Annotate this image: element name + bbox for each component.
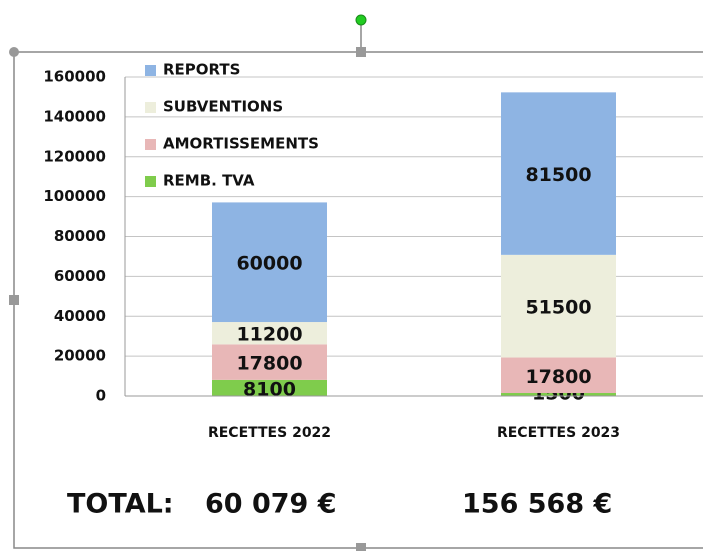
legend-swatch bbox=[145, 176, 156, 187]
y-tick-label: 60000 bbox=[54, 267, 106, 285]
y-tick-label: 80000 bbox=[54, 227, 106, 245]
resize-handle[interactable] bbox=[9, 47, 19, 57]
bar-segment bbox=[212, 379, 327, 396]
data-label: 11200 bbox=[236, 324, 302, 346]
data-label: 8100 bbox=[243, 378, 296, 400]
legend-label: AMORTISSEMENTS bbox=[163, 135, 319, 153]
bar-segment bbox=[501, 357, 616, 394]
total-value: 156 568 € bbox=[462, 489, 612, 520]
resize-handle[interactable] bbox=[356, 47, 366, 57]
rotate-handle[interactable] bbox=[355, 14, 367, 26]
y-tick-label: 100000 bbox=[43, 187, 106, 205]
bar-segment bbox=[501, 393, 616, 396]
y-tick-label: 20000 bbox=[54, 347, 106, 365]
legend-label: REMB. TVA bbox=[163, 172, 255, 190]
data-label: 17800 bbox=[236, 353, 302, 375]
data-label: 81500 bbox=[525, 164, 591, 186]
legend-swatch bbox=[145, 102, 156, 113]
y-tick-label: 40000 bbox=[54, 307, 106, 325]
total-label: TOTAL: bbox=[67, 489, 174, 520]
legend-swatch bbox=[145, 139, 156, 150]
legend-label: SUBVENTIONS bbox=[163, 98, 283, 116]
data-label: 17800 bbox=[525, 366, 591, 388]
bar-segment bbox=[212, 202, 327, 323]
x-tick-label: RECETTES 2023 bbox=[497, 425, 620, 441]
legend-label: REPORTS bbox=[163, 61, 240, 79]
y-tick-label: 140000 bbox=[43, 107, 106, 125]
resize-handle[interactable] bbox=[356, 543, 366, 551]
legend-swatch bbox=[145, 65, 156, 76]
bar-segment bbox=[212, 322, 327, 345]
data-label: 60000 bbox=[236, 253, 302, 275]
bar-segment bbox=[501, 92, 616, 255]
y-tick-label: 160000 bbox=[43, 68, 106, 86]
total-value: 60 079 € bbox=[205, 489, 337, 520]
y-tick-label: 120000 bbox=[43, 147, 106, 165]
x-tick-label: RECETTES 2022 bbox=[208, 425, 331, 441]
bar-segment bbox=[501, 254, 616, 358]
y-tick-label: 0 bbox=[96, 387, 106, 405]
data-label: 51500 bbox=[525, 297, 591, 319]
resize-handle[interactable] bbox=[9, 295, 19, 305]
bar-segment bbox=[212, 344, 327, 380]
